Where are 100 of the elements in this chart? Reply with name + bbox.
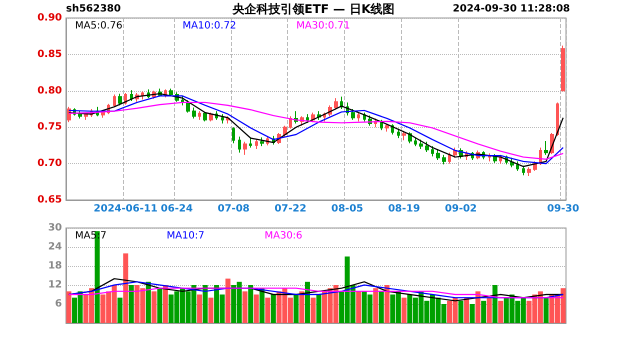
bar xyxy=(384,285,390,323)
bar xyxy=(128,285,134,323)
candlestick xyxy=(78,110,82,119)
candlestick xyxy=(289,116,292,130)
candlestick xyxy=(243,141,247,156)
candlestick xyxy=(402,130,406,141)
y-tick-label: 0.85 xyxy=(37,48,62,60)
bar xyxy=(225,278,230,323)
text: 2024-09-30 11:28:08 xyxy=(452,4,570,14)
bar xyxy=(254,294,259,323)
bar xyxy=(66,291,72,323)
candlestick xyxy=(141,91,144,100)
candlestick xyxy=(516,160,519,172)
text: MA30:6 xyxy=(264,230,302,242)
candlestick xyxy=(334,98,338,110)
candlestick xyxy=(363,112,366,122)
candlestick xyxy=(385,123,389,132)
candlestick xyxy=(232,126,235,144)
bar xyxy=(481,300,486,323)
y-tick-label: 0.80 xyxy=(37,85,62,96)
x-tick-label: 09-30 xyxy=(547,204,580,214)
candlestick xyxy=(249,138,252,148)
bar xyxy=(197,294,202,323)
bar xyxy=(162,285,168,323)
line-series xyxy=(68,288,564,298)
candlestick xyxy=(255,139,258,150)
x-tick-label: 2024-06-11 xyxy=(94,204,158,214)
candlestick xyxy=(448,152,451,164)
x-tick-label: 07-08 xyxy=(218,204,250,214)
bar xyxy=(310,298,316,323)
x-tick-label: 08-19 xyxy=(388,204,420,214)
text: MA10:0.72 xyxy=(182,20,236,32)
bar xyxy=(202,285,208,323)
candlestick xyxy=(510,157,514,168)
text: MA5:0.76 xyxy=(75,20,122,32)
candlestick xyxy=(260,136,264,147)
bar xyxy=(378,291,384,323)
candlestick xyxy=(357,112,360,122)
candlestick xyxy=(198,110,201,120)
bar xyxy=(316,294,322,323)
y-tick-label: 24 xyxy=(48,242,62,252)
bar xyxy=(544,298,549,323)
candlestick xyxy=(453,147,457,158)
candlestick xyxy=(436,148,440,160)
candlestick xyxy=(442,154,446,165)
bar xyxy=(356,291,362,323)
candlestick xyxy=(238,136,241,154)
bar xyxy=(304,282,310,323)
chart-title: 央企科技引领ETF — 日K线图 xyxy=(232,2,395,16)
candlestick xyxy=(209,112,213,122)
bar xyxy=(123,253,128,323)
bar xyxy=(458,300,464,323)
candlestick xyxy=(203,111,207,122)
line-series xyxy=(68,102,564,160)
candlestick xyxy=(561,45,565,92)
x-tick-label: 09-02 xyxy=(444,204,477,214)
text: MA10:7 xyxy=(166,230,204,242)
bar xyxy=(470,304,475,323)
bar xyxy=(402,298,407,323)
candlestick xyxy=(169,88,173,96)
candlestick xyxy=(306,114,309,124)
bar xyxy=(299,291,304,323)
bar xyxy=(117,298,122,323)
candlestick xyxy=(130,90,133,102)
candlestick xyxy=(221,114,224,124)
candlestick xyxy=(192,107,196,119)
candlestick xyxy=(544,140,548,156)
bar xyxy=(208,298,214,323)
chart-subtitle: sh562380 xyxy=(66,4,121,14)
candlestick xyxy=(527,166,531,176)
bar xyxy=(492,285,498,323)
bar xyxy=(248,285,254,323)
bar xyxy=(373,288,378,323)
y-tick-label: 6 xyxy=(55,298,62,310)
candlestick xyxy=(431,146,434,157)
candlestick xyxy=(101,110,105,118)
candlestick xyxy=(397,128,400,139)
bar xyxy=(265,298,270,323)
bar xyxy=(152,291,157,323)
bar xyxy=(498,300,504,323)
bar xyxy=(294,294,299,323)
y-tick-label: 0.90 xyxy=(37,12,62,24)
candlestick xyxy=(414,136,417,147)
candlestick xyxy=(283,125,287,138)
candlestick xyxy=(425,141,429,152)
candlestick xyxy=(118,93,122,106)
bar xyxy=(260,288,265,323)
bar xyxy=(157,288,162,323)
y-tick-label: 18 xyxy=(48,260,62,272)
bar xyxy=(464,298,470,323)
y-tick-label: 0.65 xyxy=(37,194,62,206)
bar xyxy=(475,291,480,323)
bar xyxy=(486,298,492,323)
y-tick-label: 30 xyxy=(48,222,62,234)
y-tick-label: 12 xyxy=(48,280,62,290)
y-tick-label: 0.70 xyxy=(37,158,62,170)
bar xyxy=(146,282,151,323)
candlestick xyxy=(419,139,423,150)
x-tick-label: 06-24 xyxy=(160,204,193,214)
x-tick-label: 07-22 xyxy=(274,204,306,214)
